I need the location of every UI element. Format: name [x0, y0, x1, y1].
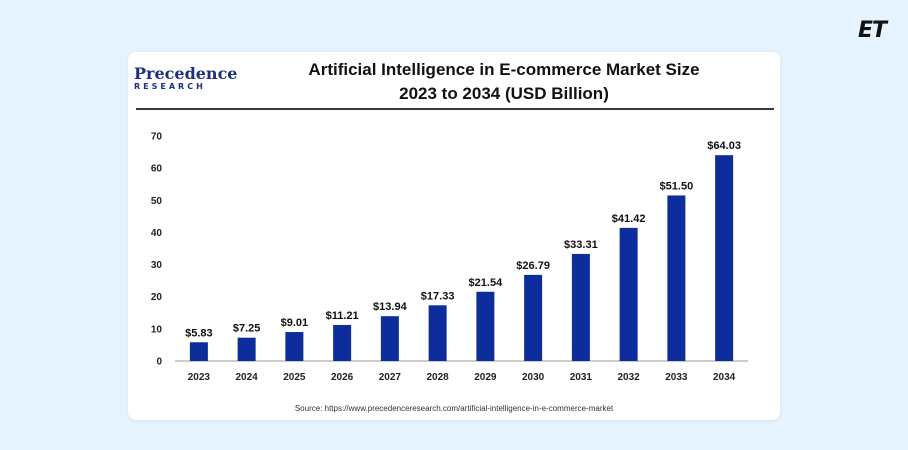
bar-2033: [667, 195, 686, 361]
chart-title-block: Artificial Intelligence in E-commerce Ma…: [248, 58, 760, 106]
x-tick-label: 2030: [522, 372, 545, 383]
data-label: $26.79: [516, 260, 550, 272]
et-logo: ET: [857, 18, 887, 43]
bar-2031: [571, 253, 590, 361]
x-tick-label: 2031: [570, 372, 593, 383]
title-divider: [136, 108, 774, 110]
bar-2027: [380, 316, 399, 361]
bar-2026: [333, 324, 352, 361]
x-tick-label: 2024: [236, 372, 259, 383]
bar-2023: [189, 342, 208, 361]
x-tick-label: 2029: [474, 372, 497, 383]
x-tick-label: 2028: [427, 372, 450, 383]
x-tick-label: 2027: [379, 372, 402, 383]
bar-2030: [524, 274, 543, 361]
x-tick-label: 2025: [283, 372, 306, 383]
chart-title: Artificial Intelligence in E-commerce Ma…: [308, 60, 700, 79]
data-label: $33.31: [564, 239, 598, 251]
bar-chart: 010203040506070$5.832023$7.252024$9.0120…: [151, 132, 748, 383]
bar-2032: [619, 227, 638, 361]
y-tick-label: 30: [151, 260, 163, 271]
x-tick-label: 2023: [188, 372, 211, 383]
chart-subtitle: 2023 to 2034 (USD Billion): [399, 84, 609, 103]
data-label: $11.21: [326, 310, 359, 322]
data-label: $64.03: [707, 140, 741, 152]
x-tick-label: 2032: [618, 372, 641, 383]
y-tick-label: 70: [151, 132, 163, 143]
data-label: $51.50: [660, 180, 694, 192]
bar-2025: [285, 332, 304, 361]
y-tick-label: 0: [156, 357, 162, 368]
bar-2028: [428, 305, 447, 361]
x-tick-label: 2034: [713, 372, 736, 383]
precedence-research-logo: Precedence RESEARCH: [134, 66, 237, 91]
y-tick-label: 10: [151, 324, 163, 335]
data-label: $13.94: [373, 301, 408, 313]
data-label: $9.01: [281, 317, 309, 329]
x-tick-label: 2026: [331, 372, 354, 383]
bar-2029: [476, 291, 495, 361]
y-tick-label: 40: [151, 228, 163, 239]
bar-2024: [237, 337, 256, 361]
bar-2034: [715, 155, 734, 361]
y-tick-label: 60: [151, 164, 163, 175]
brand-name: Precedence: [134, 64, 238, 83]
data-label: $41.42: [612, 213, 646, 225]
brand-sub: RESEARCH: [134, 82, 206, 91]
chart-card: Precedence RESEARCH Artificial Intellige…: [128, 52, 780, 420]
source-note: Source: https://www.precedenceresearch.c…: [294, 404, 614, 413]
x-tick-label: 2033: [665, 372, 688, 383]
data-label: $17.33: [421, 290, 455, 302]
data-label: $7.25: [233, 323, 261, 335]
y-tick-label: 20: [151, 292, 163, 303]
y-tick-label: 50: [151, 196, 163, 207]
data-label: $21.54: [469, 277, 504, 289]
data-label: $5.83: [185, 327, 213, 339]
